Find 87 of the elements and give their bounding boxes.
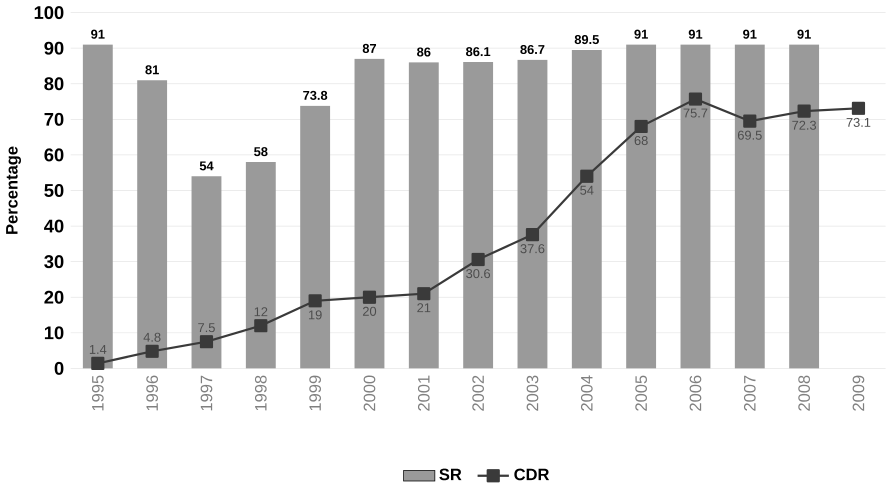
bar bbox=[789, 44, 820, 368]
data-label: 19 bbox=[308, 310, 322, 320]
x-tick-label: 2008 bbox=[798, 376, 810, 411]
x-tick-label: 2007 bbox=[744, 376, 756, 411]
data-label: 81 bbox=[145, 65, 159, 74]
x-tick-label: 1997 bbox=[200, 376, 212, 410]
x-tick-label: 2009 bbox=[852, 376, 864, 411]
y-tick-label: 30 bbox=[44, 255, 64, 268]
data-label: 7.5 bbox=[198, 323, 215, 332]
bar bbox=[572, 50, 602, 368]
bar bbox=[734, 44, 765, 368]
x-tick-label: 1996 bbox=[146, 376, 158, 410]
bar bbox=[408, 62, 439, 368]
data-label: 86.1 bbox=[466, 47, 490, 56]
y-tick-label: 70 bbox=[44, 112, 64, 126]
data-label: 91 bbox=[688, 30, 702, 39]
x-tick-label: 2006 bbox=[690, 376, 702, 411]
y-tick-label: 60 bbox=[44, 148, 64, 162]
x-tick-label: 2003 bbox=[526, 376, 538, 411]
data-label: 30.6 bbox=[466, 268, 490, 278]
data-label: 72.3 bbox=[792, 120, 816, 130]
x-tick-label: 1998 bbox=[254, 376, 267, 410]
x-tick-label: 2001 bbox=[418, 376, 430, 411]
y-tick-label: 40 bbox=[44, 219, 64, 232]
y-tick-label: 80 bbox=[44, 77, 64, 90]
data-label: 21 bbox=[417, 303, 430, 312]
point bbox=[472, 252, 485, 266]
point bbox=[417, 286, 430, 300]
data-label: 1.4 bbox=[90, 344, 106, 354]
point bbox=[254, 318, 268, 332]
y-tick-label: 50 bbox=[44, 184, 64, 197]
data-label: 68 bbox=[634, 136, 648, 145]
data-label: 4.8 bbox=[144, 332, 161, 342]
bar bbox=[518, 60, 548, 368]
point bbox=[146, 344, 159, 358]
point bbox=[634, 120, 648, 133]
point bbox=[852, 102, 866, 115]
data-label: 73.1 bbox=[846, 118, 870, 127]
data-label: 86.7 bbox=[520, 44, 544, 54]
x-tick-label: 2004 bbox=[580, 375, 593, 411]
point bbox=[91, 356, 104, 370]
data-label: 89.5 bbox=[574, 34, 599, 44]
x-tick-label: 1999 bbox=[309, 376, 321, 410]
bar bbox=[680, 44, 710, 368]
bar bbox=[246, 162, 276, 368]
data-label: 91 bbox=[634, 30, 648, 39]
data-label: 37.6 bbox=[520, 244, 544, 254]
y-tick-label: 90 bbox=[44, 42, 64, 55]
data-label: 58 bbox=[254, 147, 268, 156]
data-label: 54 bbox=[580, 186, 594, 195]
point bbox=[688, 92, 702, 106]
data-label: 86 bbox=[417, 47, 430, 56]
legend-label: SR bbox=[439, 468, 462, 480]
data-label: 91 bbox=[797, 30, 811, 39]
bar bbox=[463, 62, 494, 368]
bar bbox=[82, 44, 113, 368]
data-label: 91 bbox=[743, 30, 757, 39]
data-label: 69.5 bbox=[738, 130, 762, 140]
y-axis-title: Percentage bbox=[6, 146, 21, 234]
y-tick-label: 20 bbox=[44, 290, 64, 304]
x-tick-label: 2000 bbox=[364, 375, 376, 411]
y-tick-label: 100 bbox=[34, 6, 64, 19]
point bbox=[743, 114, 756, 128]
data-label: 54 bbox=[200, 161, 214, 170]
y-tick-label: 0 bbox=[54, 362, 64, 375]
point bbox=[308, 294, 322, 308]
point bbox=[362, 290, 376, 304]
bar bbox=[137, 80, 168, 368]
data-label: 73.8 bbox=[303, 90, 328, 100]
bar bbox=[354, 58, 384, 368]
point bbox=[200, 335, 214, 348]
bar bbox=[626, 44, 656, 368]
point bbox=[526, 228, 540, 242]
x-tick-label: 2002 bbox=[472, 376, 484, 411]
bar bbox=[300, 106, 330, 368]
legend-label: CDR bbox=[514, 468, 550, 480]
point bbox=[798, 104, 811, 118]
x-tick-label: 1995 bbox=[92, 375, 104, 410]
y-tick-label: 10 bbox=[44, 326, 64, 340]
data-label: 12 bbox=[254, 307, 268, 316]
data-label: 20 bbox=[362, 306, 376, 316]
data-label: 91 bbox=[91, 30, 105, 39]
data-label: 87 bbox=[362, 44, 376, 53]
bar bbox=[192, 176, 222, 368]
point bbox=[580, 170, 594, 183]
x-tick-label: 2005 bbox=[635, 375, 647, 411]
data-label: 75.7 bbox=[684, 108, 708, 118]
